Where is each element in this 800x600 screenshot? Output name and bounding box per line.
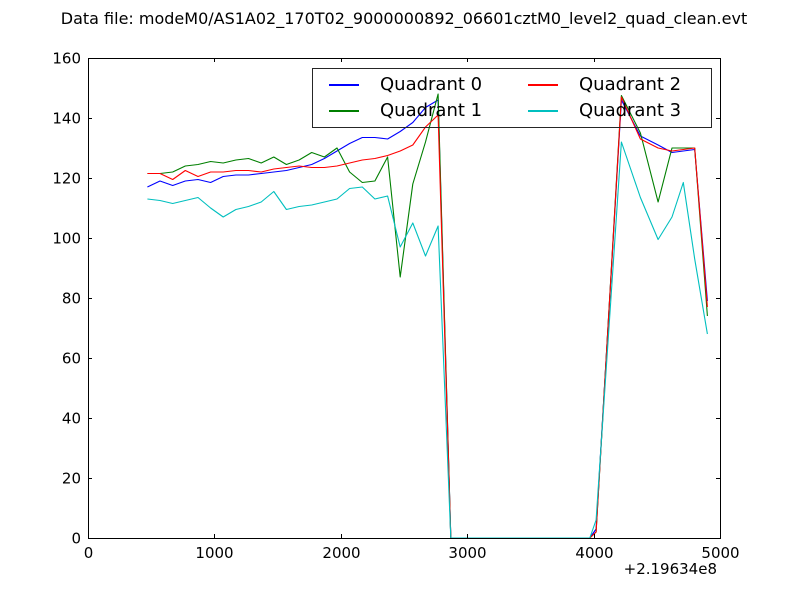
y-tick-label: 80 [62,290,81,308]
series-line-quadrant-0 [147,99,708,539]
x-tick-label: 1000 [195,544,233,562]
chart-title: Data file: modeM0/AS1A02_170T02_90000008… [60,9,748,28]
y-tick-label: 20 [62,470,81,488]
x-tick-label: 4000 [575,544,613,562]
series-line-quadrant-3 [147,141,708,539]
legend-item-quadrant-2: Quadrant 2 [512,76,711,94]
legend-label-quadrant-0: Quadrant 0 [380,74,483,95]
legend-item-quadrant-0: Quadrant 0 [313,76,512,94]
y-tick-label: 160 [52,50,81,68]
legend-item-quadrant-1: Quadrant 1 [313,102,512,120]
x-tick-label: 2000 [322,544,360,562]
x-tick-label: 3000 [448,544,486,562]
y-tick-label: 60 [62,350,81,368]
x-axis-offset-label: +2.19634e8 [623,560,717,578]
x-tick-label: 5000 [701,544,739,562]
y-tick-label: 100 [52,230,81,248]
y-tick-label: 120 [52,170,81,188]
series-line-quadrant-2 [147,96,708,539]
legend-item-quadrant-3: Quadrant 3 [512,102,711,120]
x-tick-label: 0 [84,544,94,562]
legend-line-sample-quadrant-3 [528,110,558,112]
series-line-quadrant-1 [147,93,708,539]
y-tick-label: 140 [52,110,81,128]
legend-line-sample-quadrant-0 [329,84,359,86]
legend-label-quadrant-2: Quadrant 2 [579,74,682,95]
legend: Quadrant 0 Quadrant 1 Quadrant 2 Quadran… [312,68,712,128]
legend-label-quadrant-1: Quadrant 1 [380,100,483,121]
legend-label-quadrant-3: Quadrant 3 [579,100,682,121]
legend-line-sample-quadrant-2 [528,84,558,86]
legend-line-sample-quadrant-1 [329,110,359,112]
y-tick-label: 0 [71,530,81,548]
axes-frame [88,58,721,539]
y-tick-label: 40 [62,410,81,428]
